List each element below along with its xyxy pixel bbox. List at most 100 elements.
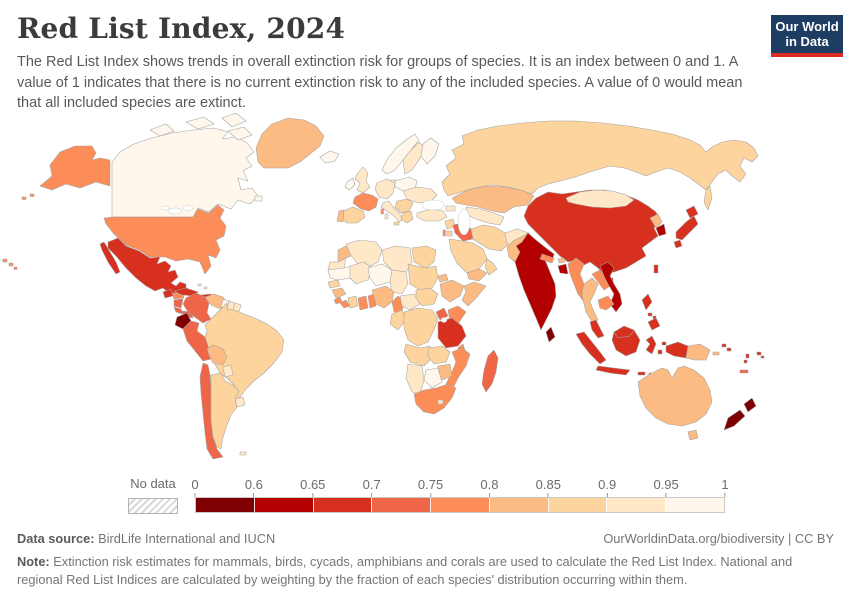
country-united-states[interactable] (2, 258, 8, 263)
country-namibia[interactable] (405, 363, 425, 395)
country-bolivia[interactable] (206, 344, 228, 366)
country-india[interactable] (514, 232, 557, 331)
country-kazakhstan[interactable] (451, 185, 535, 214)
country-yemen[interactable] (466, 268, 488, 282)
country-oman[interactable] (484, 258, 498, 276)
country-nepal[interactable] (539, 253, 555, 264)
country-mexico[interactable] (107, 237, 187, 295)
country-indonesia[interactable] (665, 341, 689, 359)
country-united-states[interactable] (39, 145, 111, 191)
country-sicily[interactable] (393, 221, 400, 226)
country-vanuatu[interactable] (745, 353, 750, 359)
country-chile[interactable] (199, 362, 224, 460)
country-bangladesh[interactable] (557, 263, 569, 275)
country-egypt[interactable] (411, 245, 437, 269)
country-philippines[interactable] (647, 317, 661, 331)
country-new-caledonia[interactable] (739, 369, 749, 374)
country-ireland[interactable] (344, 177, 356, 191)
country-caucasus[interactable] (445, 205, 456, 212)
country-jordan[interactable] (446, 230, 453, 237)
country-central-europe[interactable] (374, 178, 396, 200)
country-ivory-coast[interactable] (347, 295, 359, 309)
legend-bin-swatch[interactable] (547, 498, 607, 512)
country-ethiopia[interactable] (439, 279, 465, 303)
country-niger[interactable] (367, 263, 393, 287)
country-russia[interactable] (703, 185, 713, 211)
country-north-korea[interactable] (649, 213, 663, 229)
country-lesotho[interactable] (437, 399, 444, 405)
country-senegal[interactable] (327, 279, 341, 289)
country-canada[interactable] (149, 123, 175, 137)
country-eritrea[interactable] (437, 273, 449, 283)
owid-link[interactable]: OurWorldinData.org/biodiversity | CC BY (603, 531, 834, 546)
country-norway[interactable] (381, 133, 420, 175)
country-fiji[interactable] (756, 351, 762, 356)
country-indonesia[interactable] (611, 329, 641, 357)
country-iran[interactable] (470, 224, 510, 252)
legend-bin-swatch[interactable] (665, 498, 725, 512)
country-south-korea[interactable] (655, 223, 667, 237)
country-mexico[interactable] (99, 241, 121, 275)
country-australia[interactable] (687, 429, 699, 441)
country-mali[interactable] (349, 261, 373, 285)
country-chad[interactable] (389, 269, 409, 295)
country-new-zealand[interactable] (743, 397, 757, 413)
country-nicaragua[interactable] (173, 298, 184, 309)
country-greece[interactable] (400, 210, 414, 224)
country-bahamas[interactable] (197, 283, 202, 287)
country-somalia[interactable] (461, 281, 487, 307)
country-papua-new-guinea[interactable] (712, 351, 720, 356)
country-portugal[interactable] (336, 209, 345, 223)
country-france[interactable] (380, 208, 384, 215)
country-congo-gabon[interactable] (389, 309, 407, 331)
country-papua-new-guinea[interactable] (685, 343, 711, 361)
country-philippines[interactable] (647, 312, 653, 317)
country-united-states[interactable] (21, 196, 27, 200)
country-iceland[interactable] (319, 150, 340, 164)
country-argentina[interactable] (210, 372, 240, 450)
country-indonesia[interactable] (661, 341, 667, 346)
country-madagascar[interactable] (481, 349, 499, 393)
country-finland[interactable] (420, 137, 440, 165)
country-vanuatu[interactable] (743, 359, 748, 364)
country-guatemala[interactable] (162, 288, 174, 299)
legend-bin-swatch[interactable] (488, 498, 548, 512)
country-greenland[interactable] (255, 117, 325, 169)
country-mozambique[interactable] (445, 347, 471, 391)
country-solomon-islands[interactable] (726, 347, 732, 352)
country-united-states[interactable] (29, 193, 35, 197)
country-malaysia[interactable] (589, 319, 605, 339)
country-angola[interactable] (403, 343, 433, 367)
no-data-swatch[interactable] (128, 498, 178, 514)
country-uruguay[interactable] (234, 396, 246, 408)
country-japan[interactable] (673, 239, 683, 249)
country-united-states[interactable] (103, 204, 227, 275)
country-tanzania[interactable] (437, 317, 467, 349)
country-paraguay[interactable] (222, 364, 234, 378)
country-taiwan[interactable] (653, 264, 659, 274)
country-indonesia[interactable] (637, 371, 646, 376)
country-dr-congo[interactable] (403, 307, 439, 347)
country-uganda[interactable] (435, 307, 449, 321)
country-united-kingdom[interactable] (354, 166, 371, 194)
country-botswana[interactable] (423, 367, 443, 389)
owid-logo[interactable]: Our World in Data (771, 15, 843, 57)
legend-bin-swatch[interactable] (606, 498, 666, 512)
country-zambia[interactable] (427, 345, 451, 365)
country-ghana[interactable] (357, 295, 369, 311)
country-turkey[interactable] (416, 208, 448, 222)
country-south-africa[interactable] (413, 383, 457, 415)
country-vietnam[interactable] (599, 261, 623, 313)
country-bhutan[interactable] (557, 257, 566, 264)
country-cambodia[interactable] (597, 295, 615, 311)
country-balkans[interactable] (394, 198, 414, 214)
country-canada[interactable] (227, 126, 253, 141)
country-united-states[interactable] (8, 262, 14, 267)
legend-bin-swatch[interactable] (196, 498, 254, 512)
country-russia[interactable] (441, 120, 759, 197)
country-philippines[interactable] (641, 293, 653, 311)
country-indonesia[interactable] (575, 331, 607, 365)
country-japan[interactable] (675, 215, 699, 241)
country-canada[interactable] (185, 116, 215, 130)
country-spain[interactable] (340, 206, 366, 224)
